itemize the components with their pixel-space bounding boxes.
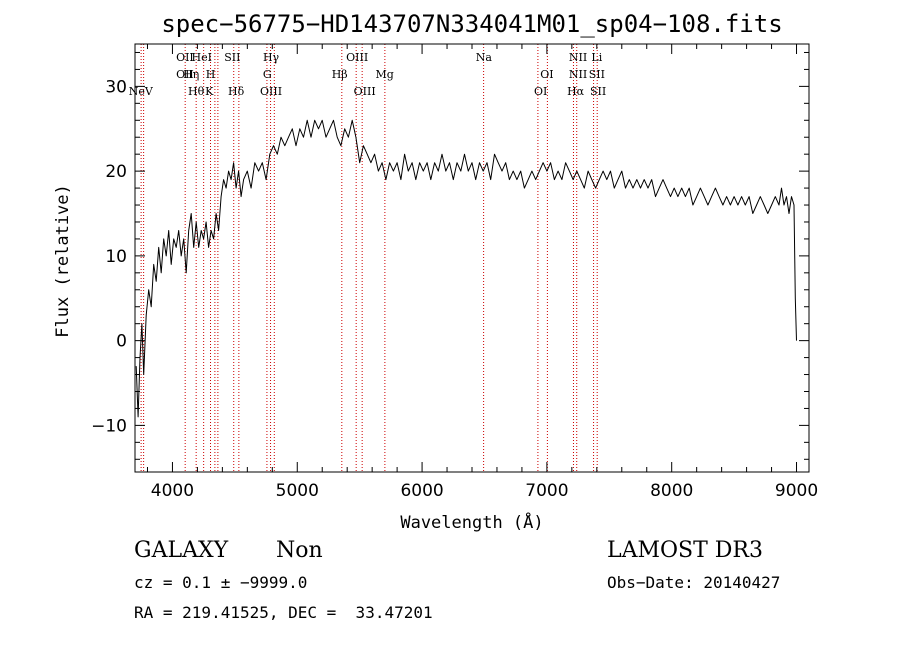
y-tick-label: 10 [105,247,127,267]
y-tick-label: 30 [105,77,127,97]
axis-ticks: 4000 5000 6000 7000 8000 9000 −10 0 10 20 30 [91,44,818,501]
line-marker-label: OI [534,85,547,98]
redshift-readout: cz = 0.1 ± −9999.0 [134,573,308,592]
line-marker-label: Hγ [263,51,280,64]
x-axis-label: Wavelength (Å) [400,511,543,533]
line-marker-label: Hα [567,85,585,98]
y-tick-label: 20 [105,162,127,182]
line-marker-label: Mg [375,68,393,81]
line-marker-label: SII [589,68,605,81]
x-tick-label: 6000 [400,481,443,501]
line-marker-label: OII [176,68,194,81]
line-marker-label: HeI [192,51,212,64]
x-tick-label: 9000 [775,481,818,501]
line-marker-label: SII [590,85,606,98]
y-tick-label: −10 [91,416,127,436]
line-marker-label: NeV [129,85,154,98]
y-tick-label: 0 [116,332,127,352]
line-marker-label: Hδ [228,85,245,98]
line-marker-label: OIII [346,51,368,64]
line-marker-label: G [263,68,272,81]
line-marker-label: Hθ [188,85,205,98]
object-subclass: Non [276,538,323,563]
line-marker-label: H [206,68,216,81]
x-tick-label: 5000 [276,481,319,501]
line-marker-label: OIII [260,85,282,98]
line-marker-label: NII [569,68,587,81]
line-marker-label: SII [224,51,240,64]
object-type: GALAXY [134,538,229,563]
line-marker-label: Hβ [332,68,348,81]
line-marker-label: NII [569,51,587,64]
line-marker-label: Na [476,51,493,64]
obs-date: Obs−Date: 20140427 [607,573,781,592]
x-tick-label: 7000 [525,481,568,501]
line-marker-label: K [205,85,214,98]
plot-frame [134,43,810,473]
survey-name: LAMOST DR3 [607,538,763,563]
spectrum-line [135,119,797,418]
line-marker-label: Li [591,51,602,64]
x-tick-label: 8000 [650,481,693,501]
line-marker-label: OI [540,68,553,81]
spectrum-series [135,119,797,418]
x-tick-label: 4000 [151,481,194,501]
line-marker-label: Hη [183,68,199,81]
line-marker-label: OIII [354,85,376,98]
line-marker-label: OII [176,51,194,64]
y-axis-label: Flux (relative) [53,184,73,338]
chart-title: spec−56775−HD143707N334041M01_sp04−108.f… [161,10,782,38]
coordinates-readout: RA = 219.41525, DEC = 33.47201 [134,603,433,622]
emission-line-markers: NeVOIIOIIHηHeIHθHKSIIHδHγGOIIIOIIIHβOIII… [129,44,606,472]
